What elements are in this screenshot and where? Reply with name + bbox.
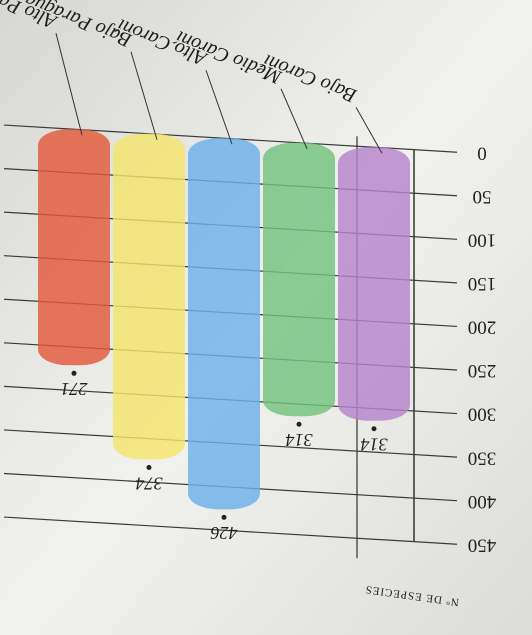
label-leader [355, 106, 383, 154]
label-leader [55, 33, 83, 136]
label-leader [280, 88, 308, 149]
y-tick-label: 150 [468, 273, 497, 294]
y-tick-label: 0 [477, 142, 487, 163]
value-label: 314 [361, 435, 389, 455]
value-label: 374 [136, 473, 164, 493]
value-dot [221, 514, 227, 520]
label-leader [205, 70, 233, 145]
value-label: 426 [211, 523, 238, 543]
y-tick-label: 250 [468, 360, 497, 381]
bar [113, 133, 185, 460]
y-tick-label: 400 [468, 491, 497, 512]
value-dot [146, 465, 152, 471]
bar [263, 142, 335, 417]
y-tick-label: 100 [468, 229, 497, 250]
y-tick-label: 50 [473, 186, 492, 207]
label-leader [130, 51, 158, 140]
value-label: 271 [61, 379, 88, 399]
y-tick-label: 300 [468, 404, 497, 425]
y-tick-label: 200 [468, 317, 497, 338]
value-dot [296, 421, 302, 427]
grid-line [3, 516, 458, 545]
value-dot [71, 370, 77, 376]
bar [188, 138, 260, 510]
value-dot [371, 426, 377, 432]
y-tick-label: 350 [468, 447, 497, 468]
value-label: 314 [286, 430, 314, 450]
bar [338, 147, 410, 421]
bar [38, 129, 110, 366]
y-tick-label: 450 [468, 534, 497, 555]
